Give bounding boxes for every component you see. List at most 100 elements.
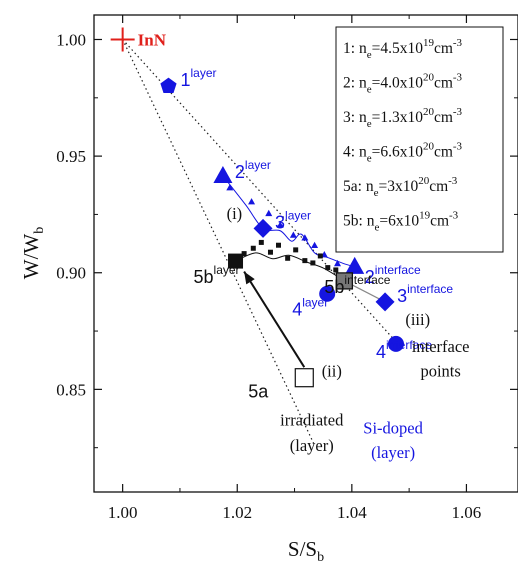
annotation-interface-points-1: interface: [412, 337, 470, 356]
legend-value: =4.0x10: [372, 75, 424, 92]
x-tick-label: 1.00: [108, 503, 138, 522]
legend-items: 1: ne=4.5x1019cm-32: ne=4.0x1020cm-33: n…: [343, 37, 463, 234]
x-axis-title-sub: b: [317, 550, 324, 565]
point-3-layer: [253, 218, 273, 238]
small-blue-triangle: [311, 241, 319, 249]
label-5b-layer: 5blayer: [194, 263, 240, 287]
small-markers: [226, 184, 342, 273]
legend-value: =6x10: [379, 213, 419, 230]
legend-unit: cm: [430, 213, 449, 230]
label-5b-interface-main: 5b: [324, 277, 344, 297]
annotation-ii: (ii): [322, 362, 342, 381]
label-2-layer-sup: layer: [245, 158, 271, 172]
legend-exponent: 20: [423, 106, 435, 118]
point-4-interface: [387, 335, 404, 352]
y-tick-label: 0.95: [56, 147, 86, 166]
data-points: [160, 77, 404, 388]
point-5b-layer: [228, 253, 244, 269]
small-blue-triangle: [248, 198, 256, 205]
point-1-layer: [160, 77, 177, 94]
legend-item: 3: ne=1.3x1020cm-3: [343, 106, 463, 130]
label-2-layer-main: 2: [235, 162, 245, 182]
small-black-square: [241, 251, 247, 257]
legend-n-sub: e: [374, 222, 379, 234]
small-black-square: [325, 265, 331, 271]
legend-unit-exponent: -3: [453, 106, 463, 118]
legend-exponent: 19: [419, 210, 431, 222]
label-3-interface-main: 3: [397, 286, 407, 306]
x-axis-title-main: S/S: [288, 537, 317, 561]
point-3-interface: [375, 292, 395, 312]
point-5b-interface: [335, 272, 354, 290]
legend-unit: cm: [429, 178, 448, 195]
svg-text:W/Wb: W/Wb: [19, 227, 47, 279]
label-4-layer-main: 4: [292, 300, 302, 320]
irradiation-arrow-shaft: [243, 271, 306, 368]
small-black-square: [333, 267, 339, 273]
point-2-layer: [213, 165, 233, 183]
legend-n-sub: e: [367, 84, 372, 96]
label-5b-layer-main: 5b: [194, 267, 214, 287]
small-blue-triangle: [289, 231, 297, 238]
legend-value: =3x10: [378, 178, 418, 195]
legend: 1: ne=4.5x1019cm-32: ne=4.0x1020cm-33: n…: [335, 26, 504, 253]
small-blue-triangle: [334, 259, 342, 267]
legend-item: 5b: ne=6x1019cm-3: [343, 210, 459, 234]
legend-n-sub: e: [367, 118, 372, 130]
legend-value: =4.5x10: [372, 40, 424, 57]
legend-n: n: [359, 144, 367, 161]
y-tick-label: 1.00: [56, 30, 86, 49]
legend-box: [335, 26, 504, 253]
legend-key: 2:: [343, 75, 359, 92]
legend-unit-exponent: -3: [449, 210, 459, 222]
legend-key: 3:: [343, 109, 359, 126]
black-series-curve: [235, 252, 345, 282]
label-1-layer-sup: layer: [191, 66, 217, 80]
point-labels: 1layer2layer3layer4layer2interface3inter…: [180, 66, 453, 402]
legend-item: 1: ne=4.5x1019cm-3: [343, 37, 463, 61]
annotation-i: (i): [227, 204, 243, 223]
y-tick-label: 0.90: [56, 264, 86, 283]
legend-unit: cm: [434, 109, 453, 126]
legend-exponent: 20: [418, 175, 430, 187]
label-5a-main: 5a: [248, 382, 269, 402]
annotation-si-doped-1: Si-doped: [363, 419, 423, 438]
point-5a: [294, 368, 314, 388]
small-black-square: [302, 258, 308, 264]
label-5b-interface-sup: interface: [344, 273, 390, 287]
small-black-square: [310, 260, 316, 266]
annotation-irradiated-2: (layer): [290, 436, 334, 455]
legend-n: n: [367, 213, 375, 230]
reference-point-inn: InN: [110, 27, 167, 52]
legend-n: n: [366, 178, 374, 195]
legend-exponent: 20: [423, 72, 435, 84]
legend-value: =1.3x10: [372, 109, 424, 126]
label-4-layer: 4layer: [292, 296, 328, 320]
label-4-layer-sup: layer: [302, 296, 328, 310]
legend-key: 4:: [343, 144, 359, 161]
small-black-square: [258, 239, 264, 245]
legend-n-sub: e: [367, 49, 372, 61]
label-2-layer: 2layer: [235, 158, 271, 182]
small-black-square: [285, 255, 291, 261]
plot-frame: [93, 14, 518, 493]
label-3-interface-sup: interface: [407, 282, 453, 296]
dotted-guide-line-1: [122, 39, 316, 446]
small-blue-triangle: [301, 234, 309, 241]
irradiation-arrow-head: [244, 271, 255, 285]
legend-item: 2: ne=4.0x1020cm-3: [343, 72, 463, 96]
y-axis-title: W/Wb: [19, 227, 47, 279]
label-5a: 5a: [248, 382, 269, 402]
small-black-square: [267, 249, 273, 255]
label-1-layer-main: 1: [180, 70, 190, 90]
label-5b-layer-sup: layer: [214, 263, 240, 277]
legend-value: =6.6x10: [372, 144, 424, 161]
legend-unit-exponent: -3: [448, 175, 458, 187]
point-4-layer: [319, 285, 336, 302]
legend-exponent: 19: [423, 37, 435, 49]
label-2-interface-main: 2: [365, 267, 375, 287]
legend-exponent: 20: [423, 141, 435, 153]
small-black-square: [317, 253, 323, 259]
legend-n: n: [359, 109, 367, 126]
